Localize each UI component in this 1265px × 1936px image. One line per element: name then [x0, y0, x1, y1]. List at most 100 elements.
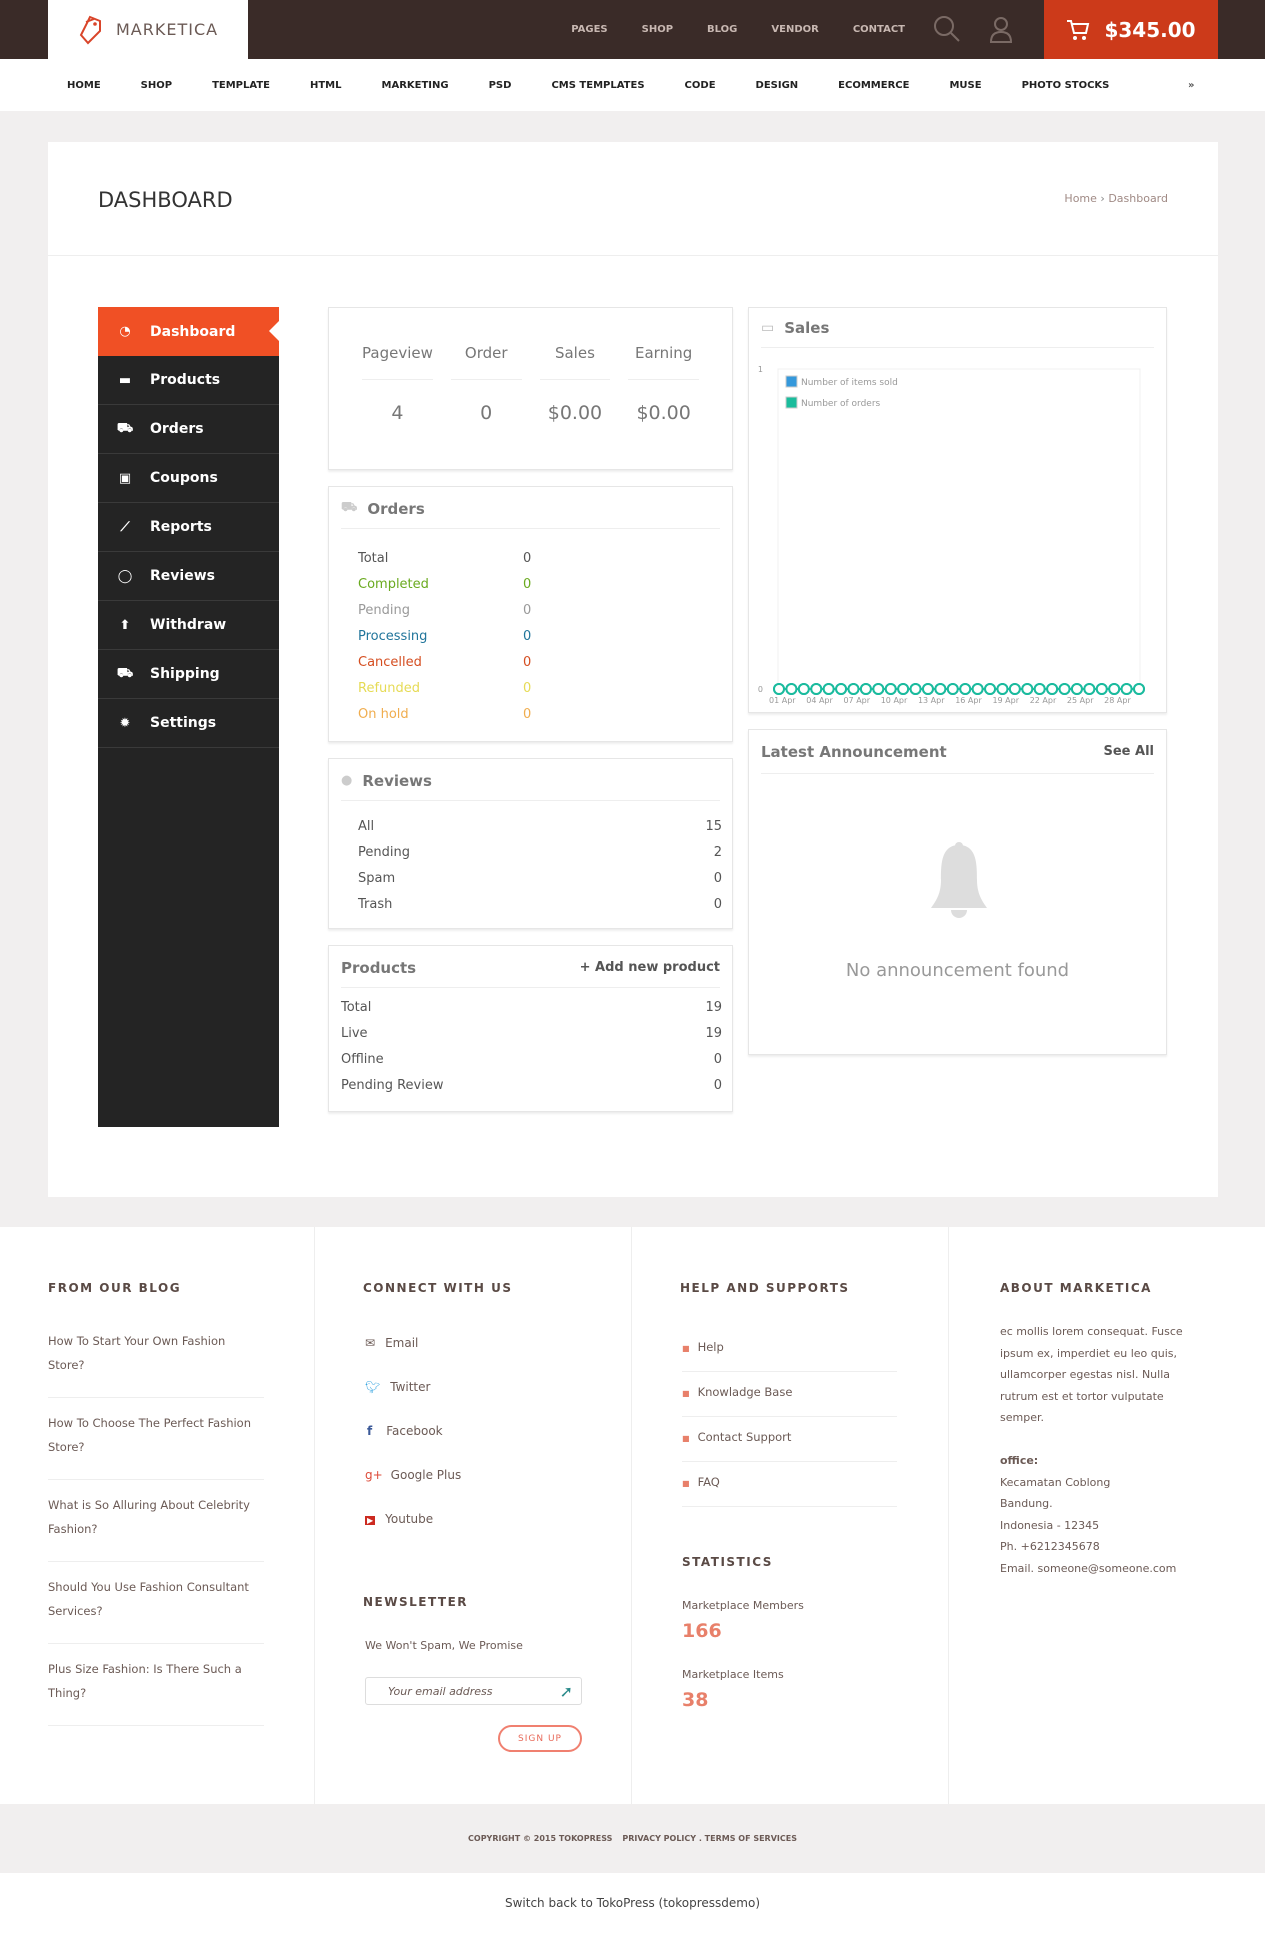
- top-nav-blog[interactable]: BLOG: [707, 24, 738, 35]
- cart-button[interactable]: $345.00: [1044, 0, 1218, 59]
- connect-twitter[interactable]: 🐦︎ Twitter: [365, 1375, 461, 1419]
- order-row[interactable]: Refunded 0: [329, 675, 732, 701]
- nav-template[interactable]: TEMPLATE: [212, 79, 270, 91]
- sidebar-item-label: Coupons: [150, 470, 218, 486]
- nav-shop[interactable]: SHOP: [140, 79, 173, 91]
- nav-ecommerce[interactable]: ECOMMERCE: [838, 79, 910, 91]
- search-icon[interactable]: [932, 14, 962, 44]
- product-row[interactable]: Total 19: [329, 994, 732, 1020]
- help-link[interactable]: ■ Contact Support: [682, 1417, 897, 1462]
- send-icon[interactable]: ➚: [559, 1681, 573, 1701]
- stat-order: Order 0: [450, 308, 522, 469]
- blog-post-link[interactable]: What is So Alluring About Celebrity Fash…: [48, 1493, 264, 1562]
- connect-google-plus[interactable]: g+ Google Plus: [365, 1463, 461, 1507]
- newsletter-text: We Won't Spam, We Promise: [365, 1639, 523, 1652]
- connect-facebook[interactable]: f Facebook: [365, 1419, 461, 1463]
- sidebar-item-coupons[interactable]: ▣ Coupons: [98, 454, 279, 503]
- switch-back-link[interactable]: Switch back to TokoPress (tokopressdemo): [504, 1896, 761, 1910]
- sidebar-item-reviews[interactable]: ◯ Reviews: [98, 552, 279, 601]
- user-icon[interactable]: [986, 14, 1016, 44]
- help-link[interactable]: ■ Knowladge Base: [682, 1372, 897, 1417]
- review-row[interactable]: Spam 0: [329, 865, 732, 891]
- data-point: [884, 683, 897, 695]
- blog-post-link[interactable]: Should You Use Fashion Consultant Servic…: [48, 1575, 264, 1644]
- address-line[interactable]: Email. someone@someone.com: [1000, 1561, 1177, 1575]
- product-row[interactable]: Pending Review 0: [329, 1072, 732, 1098]
- copyright-text: COPYRIGHT © 2015 TOKOPRESS: [468, 1834, 613, 1843]
- data-point: [1033, 683, 1046, 695]
- data-point: [785, 683, 798, 695]
- blog-post-link[interactable]: Plus Size Fashion: Is There Such a Thing…: [48, 1657, 264, 1726]
- data-point: [1058, 683, 1071, 695]
- row-label: Total: [341, 999, 372, 1015]
- widget-title: Reviews: [362, 771, 432, 790]
- breadcrumb-home[interactable]: Home: [1064, 192, 1097, 205]
- legend-swatch: [785, 396, 798, 409]
- data-point: [1021, 683, 1034, 695]
- nav-home[interactable]: HOME: [67, 79, 101, 91]
- row-label: Pending: [358, 602, 410, 618]
- policy-links[interactable]: PRIVACY POLICY . TERMS OF SERVICES: [622, 1834, 797, 1843]
- order-row[interactable]: Total 0: [329, 545, 732, 571]
- row-value: 0: [713, 1051, 722, 1067]
- cart-total: $345.00: [1104, 17, 1196, 42]
- upload-icon: ⬆: [119, 617, 131, 633]
- blog-post-link[interactable]: How To Start Your Own Fashion Store?: [48, 1329, 264, 1398]
- nav-psd[interactable]: PSD: [488, 79, 512, 91]
- sidebar-item-label: Reports: [150, 519, 212, 535]
- row-value: 19: [705, 1025, 722, 1041]
- top-nav-vendor[interactable]: VENDOR: [771, 24, 819, 35]
- newsletter-email-input[interactable]: Your email address ➚: [365, 1677, 582, 1705]
- row-value: 0: [523, 628, 532, 644]
- sidebar-item-products[interactable]: ▬ Products: [98, 356, 279, 405]
- dashboard-icon: ◔: [119, 324, 131, 339]
- order-row[interactable]: Cancelled 0: [329, 649, 732, 675]
- help-link[interactable]: ■ FAQ: [682, 1462, 897, 1507]
- products-widget: Products + Add new product Total 19 Live 19…: [328, 945, 733, 1112]
- order-row[interactable]: On hold 0: [329, 701, 732, 727]
- row-label: Total: [358, 550, 389, 566]
- logo[interactable]: MARKETICA: [48, 0, 248, 59]
- data-point: [872, 683, 885, 695]
- legend-label: Number of orders: [801, 399, 881, 409]
- review-row[interactable]: Trash 0: [329, 891, 732, 917]
- sidebar-item-label: Orders: [150, 421, 204, 437]
- nav-code[interactable]: CODE: [684, 79, 716, 91]
- order-row[interactable]: Pending 0: [329, 597, 732, 623]
- top-nav-contact[interactable]: CONTACT: [852, 24, 905, 35]
- sidebar-item-dashboard[interactable]: ◔ Dashboard: [98, 307, 279, 356]
- help-link[interactable]: ■ Help: [682, 1327, 897, 1372]
- top-nav-shop[interactable]: SHOP: [641, 24, 674, 35]
- review-row[interactable]: All 15: [329, 813, 732, 839]
- nav-muse[interactable]: MUSE: [949, 79, 982, 91]
- top-nav-pages[interactable]: PAGES: [571, 24, 608, 35]
- add-new-product-link[interactable]: + Add new product: [579, 960, 720, 975]
- see-all-link[interactable]: See All: [1103, 744, 1155, 759]
- nav-html[interactable]: HTML: [309, 79, 342, 91]
- row-label: Offline: [341, 1051, 384, 1067]
- more-chevron-icon[interactable]: »: [1188, 79, 1195, 91]
- x-tick-label: 25 Apr: [1067, 696, 1094, 705]
- data-point: [797, 683, 810, 695]
- data-point: [897, 683, 910, 695]
- nav-design[interactable]: DESIGN: [755, 79, 799, 91]
- review-row[interactable]: Pending 2: [329, 839, 732, 865]
- order-row[interactable]: Processing 0: [329, 623, 732, 649]
- blog-post-link[interactable]: How To Choose The Perfect Fashion Store?: [48, 1411, 264, 1480]
- connect-youtube[interactable]: ▶ Youtube: [365, 1507, 461, 1551]
- sidebar-item-withdraw[interactable]: ⬆ Withdraw: [98, 601, 279, 650]
- sidebar-item-reports[interactable]: ⟋ Reports: [98, 503, 279, 552]
- sign-up-button[interactable]: SIGN UP: [498, 1725, 582, 1752]
- sidebar-item-settings[interactable]: ✹ Settings: [98, 699, 279, 748]
- nav-cms-templates[interactable]: CMS TEMPLATES: [551, 79, 645, 91]
- product-row[interactable]: Live 19: [329, 1020, 732, 1046]
- sidebar-item-orders[interactable]: ⛟ Orders: [98, 405, 279, 454]
- order-row[interactable]: Completed 0: [329, 571, 732, 597]
- sidebar-item-shipping[interactable]: ⛟ Shipping: [98, 650, 279, 699]
- x-tick-label: 10 Apr: [881, 696, 908, 705]
- nav-photo-stocks[interactable]: PHOTO STOCKS: [1021, 79, 1110, 91]
- nav-marketing[interactable]: MARKETING: [381, 79, 449, 91]
- sidebar-item-label: Settings: [150, 715, 217, 731]
- product-row[interactable]: Offline 0: [329, 1046, 732, 1072]
- connect-email[interactable]: ✉ Email: [365, 1331, 461, 1375]
